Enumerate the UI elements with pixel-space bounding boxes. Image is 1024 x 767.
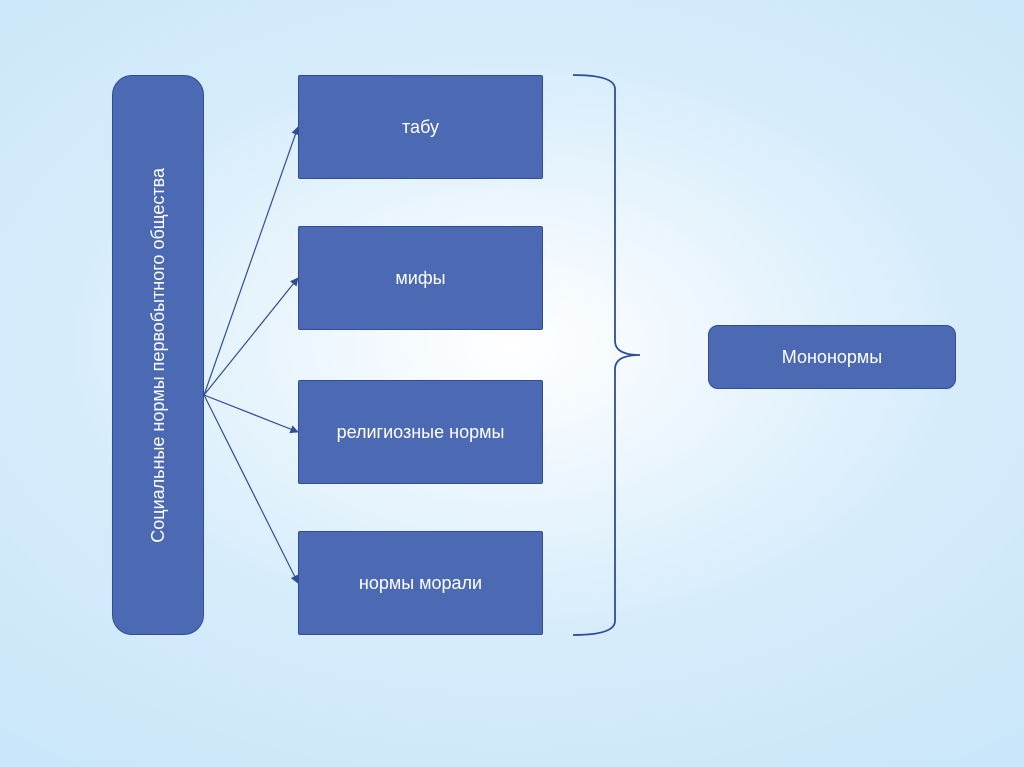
middle-box-2: религиозные нормы (298, 380, 543, 484)
source-box: Социальные нормы первобытного общества (112, 75, 204, 635)
middle-box-1: мифы (298, 226, 543, 330)
source-box-label: Социальные нормы первобытного общества (148, 168, 169, 543)
middle-box-3: нормы морали (298, 531, 543, 635)
result-box-label: Мононормы (782, 347, 882, 368)
middle-box-0: табу (298, 75, 543, 179)
brace (573, 75, 640, 635)
middle-box-2-label: религиозные нормы (337, 422, 505, 443)
arrow-1 (204, 278, 298, 395)
middle-box-3-label: нормы морали (359, 573, 482, 594)
arrow-0 (204, 127, 298, 395)
arrow-2 (204, 395, 298, 432)
result-box: Мононормы (708, 325, 956, 389)
middle-box-0-label: табу (402, 117, 439, 138)
arrow-3 (204, 395, 298, 583)
middle-box-1-label: мифы (395, 268, 445, 289)
